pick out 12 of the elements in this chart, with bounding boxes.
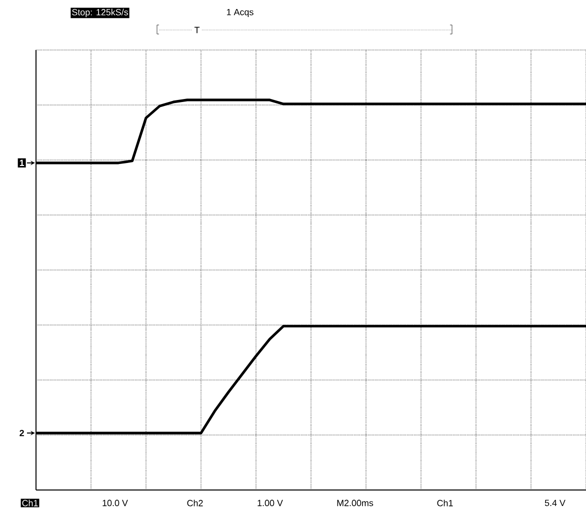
text: 1 Acqs (226, 8, 254, 17)
text: T (194, 26, 200, 34)
legend-label: 1 (20, 160, 24, 166)
text: Stop: 125kS/s (72, 8, 128, 18)
legend-label: 2 (20, 430, 24, 436)
text: Ch1 (22, 500, 38, 506)
text: 10.0 V (102, 500, 128, 506)
text: 5.4 V (544, 500, 566, 506)
text: M2.00ms (337, 500, 374, 506)
text: 1.00 V (258, 500, 283, 506)
text: Ch2 (187, 500, 203, 506)
text: Ch1 (437, 500, 453, 506)
